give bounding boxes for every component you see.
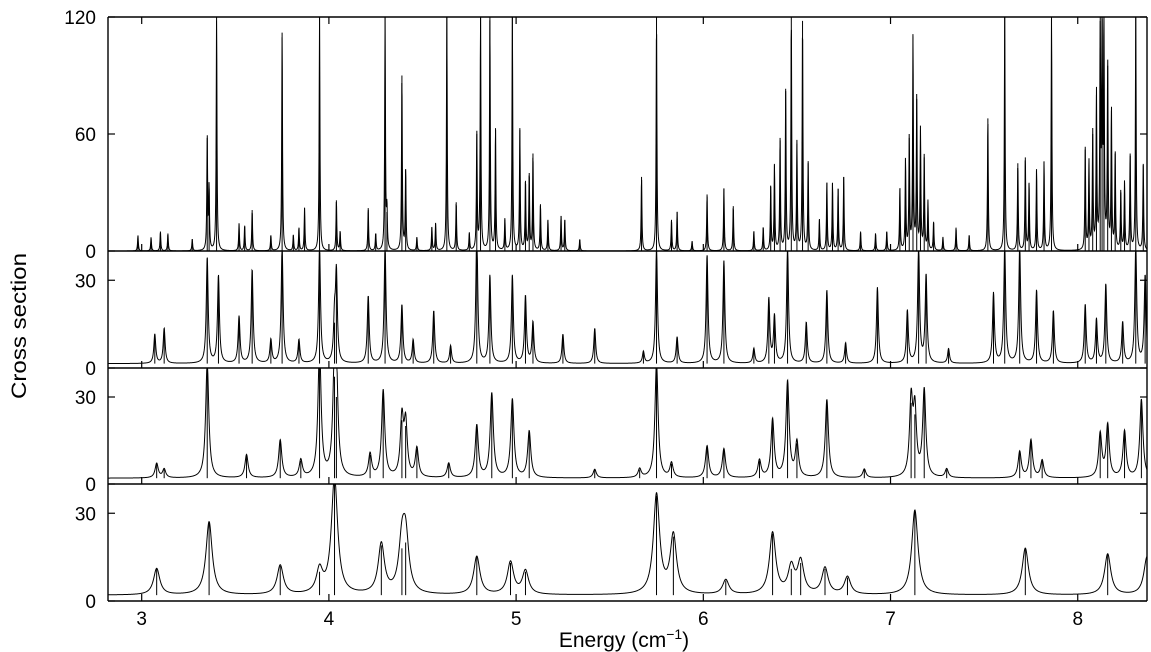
x-tick-label: 7 bbox=[885, 609, 896, 630]
panel-1-y-tick-label: 120 bbox=[64, 8, 96, 29]
panel-4-y-tick-label: 30 bbox=[75, 504, 96, 525]
x-tick-label: 5 bbox=[511, 609, 522, 630]
panel-2-y-tick-label: 30 bbox=[75, 271, 96, 292]
panel-2-y-tick-label: 0 bbox=[85, 359, 96, 380]
x-axis-title: Energy (cm−1) bbox=[559, 626, 689, 652]
x-tick-label: 6 bbox=[698, 609, 709, 630]
panel-4-spectrum-line bbox=[108, 483, 1148, 596]
panel-4-y-tick-label: 0 bbox=[85, 592, 96, 613]
panel-2: 0 30 bbox=[75, 249, 1148, 380]
panel-1: 0 60 120 bbox=[64, 8, 1148, 263]
x-axis-title-exponent: −1 bbox=[666, 626, 682, 642]
x-tick-label: 4 bbox=[324, 609, 335, 630]
panel-3: 0 30 bbox=[75, 367, 1148, 496]
panel-2-spectrum-line bbox=[108, 249, 1148, 365]
panel-1-y-tick-label: 0 bbox=[85, 242, 96, 263]
x-tick-label: 3 bbox=[136, 609, 147, 630]
panel-3-y-tick-label: 30 bbox=[75, 388, 96, 409]
panels-group: 0 60 120 0 30 0 30 0 30 bbox=[64, 8, 1148, 613]
panel-3-y-tick-label: 0 bbox=[85, 475, 96, 496]
panel-3-spectrum-line bbox=[108, 367, 1148, 479]
y-axis-title: Cross section bbox=[8, 253, 31, 399]
panel-4: 0 30 bbox=[75, 483, 1148, 613]
panel-1-spectrum-line bbox=[108, 16, 1148, 252]
panel-1-y-tick-label: 60 bbox=[75, 125, 96, 146]
x-ticks-group: 3 4 5 6 7 8 bbox=[136, 609, 1083, 630]
x-tick-label: 8 bbox=[1072, 609, 1083, 630]
